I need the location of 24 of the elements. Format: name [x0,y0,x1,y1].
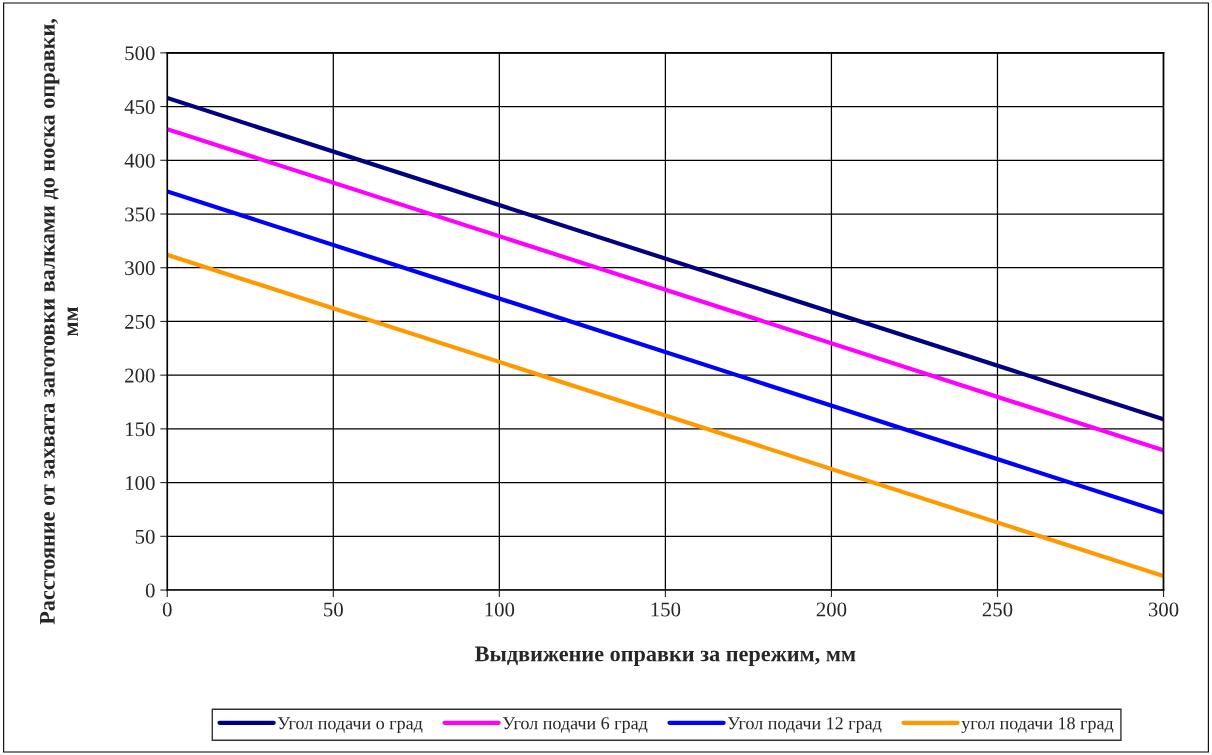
y-tick-label: 0 [145,583,155,598]
x-axis-title: Выдвижение оправки за пережим, мм [475,646,856,666]
y-tick-label: 50 [135,529,155,544]
legend-label: угол подачи 18 град [961,717,1114,734]
legend-label: Угол подачи 6 град [502,717,648,734]
x-tick-label: 250 [982,602,1013,617]
y-tick-label: 100 [126,475,155,491]
x-tick-label: 50 [324,602,343,617]
y-tick-label: 400 [124,153,155,168]
y-tick-label: 300 [125,261,155,276]
y-tick-label: 250 [125,314,155,329]
x-tick-label: 0 [162,602,172,617]
x-tick-label: 300 [1148,602,1179,617]
legend-label: Угол подачи 12 град [727,717,882,734]
y-axis-title: Расстояние от захвата заготовки валками до носка оправки, мм [40,19,78,625]
y-tick-label: 450 [124,99,155,114]
x-tick-label: 200 [816,602,847,617]
y-tick-label: 350 [125,207,155,222]
legend-label: Угол подачи о град [277,717,423,734]
y-tick-label: 200 [125,368,155,383]
x-tick-label: 150 [651,602,681,617]
y-tick-label: 500 [125,46,155,61]
y-tick-label: 150 [126,422,155,437]
x-tick-label: 100 [485,602,515,617]
